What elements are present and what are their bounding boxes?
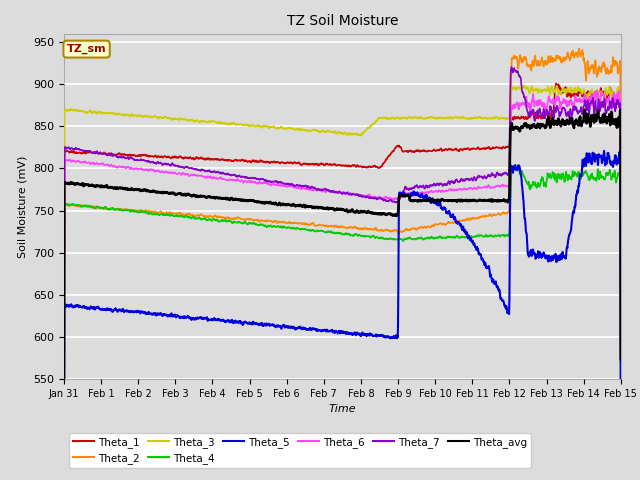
Legend: Theta_1, Theta_2, Theta_3, Theta_4, Theta_5, Theta_6, Theta_7, Theta_avg: Theta_1, Theta_2, Theta_3, Theta_4, Thet… (69, 433, 531, 468)
Title: TZ Soil Moisture: TZ Soil Moisture (287, 14, 398, 28)
Text: TZ_sm: TZ_sm (67, 44, 106, 54)
X-axis label: Time: Time (328, 405, 356, 414)
Y-axis label: Soil Moisture (mV): Soil Moisture (mV) (17, 155, 28, 258)
